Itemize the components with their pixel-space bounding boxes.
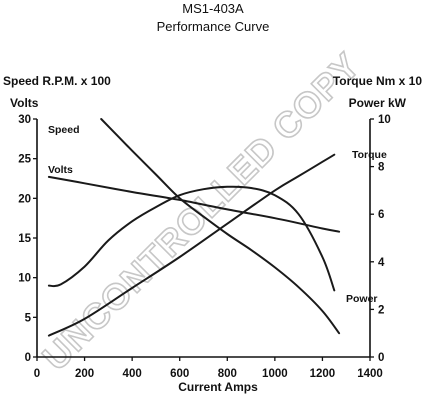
right-axis-label-power: Power kW	[349, 96, 407, 110]
y-right-tick-label: 4	[378, 257, 385, 269]
x-tick-label: 0	[34, 368, 40, 380]
y-right-tick-label: 8	[378, 162, 385, 174]
chart-title: MS1-403A	[182, 1, 244, 16]
x-tick-label: 1000	[262, 368, 288, 380]
speed-series-label: Speed	[48, 124, 80, 136]
y-left-tick-label: 30	[18, 114, 31, 126]
x-tick-label: 1200	[310, 368, 336, 380]
x-tick-label: 800	[218, 368, 237, 380]
x-tick-label: 400	[123, 368, 142, 380]
x-tick-label: 1400	[357, 368, 383, 380]
right-axis-label-torque: Torque Nm x 10	[333, 74, 422, 88]
x-axis-label: Current Amps	[178, 380, 258, 394]
y-left-tick-label: 5	[25, 312, 32, 324]
torque-series-label: Torque	[352, 149, 387, 161]
curves	[47, 118, 341, 337]
torque-curve	[47, 153, 336, 337]
y-left-tick-label: 15	[18, 233, 31, 245]
power-series-label: Power	[346, 293, 378, 305]
left-axis-label-speed: Speed R.P.M. x 100	[3, 74, 111, 88]
left-axis-label-volts: Volts	[10, 96, 39, 110]
y-left-tick-label: 0	[25, 352, 31, 364]
y-right-tick-label: 0	[378, 352, 384, 364]
chart-subtitle: Performance Curve	[157, 19, 270, 34]
y-right-tick-label: 10	[378, 114, 391, 126]
y-left-tick-label: 20	[18, 193, 31, 205]
ticks: 0 200 400 600 800 1000 1200 1400 0 5 10 15 20 25 30 0 2 4…	[18, 114, 391, 380]
x-tick-label: 200	[75, 368, 94, 380]
y-left-tick-label: 10	[18, 273, 31, 285]
y-right-tick-label: 6	[378, 209, 384, 221]
x-tick-label: 600	[170, 368, 189, 380]
watermark-text: UNCONTROLLED COPY	[34, 44, 368, 378]
power-curve	[47, 185, 336, 292]
series-labels: Speed Volts Torque Power	[48, 124, 387, 305]
y-left-tick-label: 25	[18, 154, 31, 166]
speed-curve	[100, 118, 341, 335]
volts-curve	[47, 175, 341, 233]
volts-series-label: Volts	[48, 164, 73, 176]
y-right-tick-label: 2	[378, 304, 384, 316]
